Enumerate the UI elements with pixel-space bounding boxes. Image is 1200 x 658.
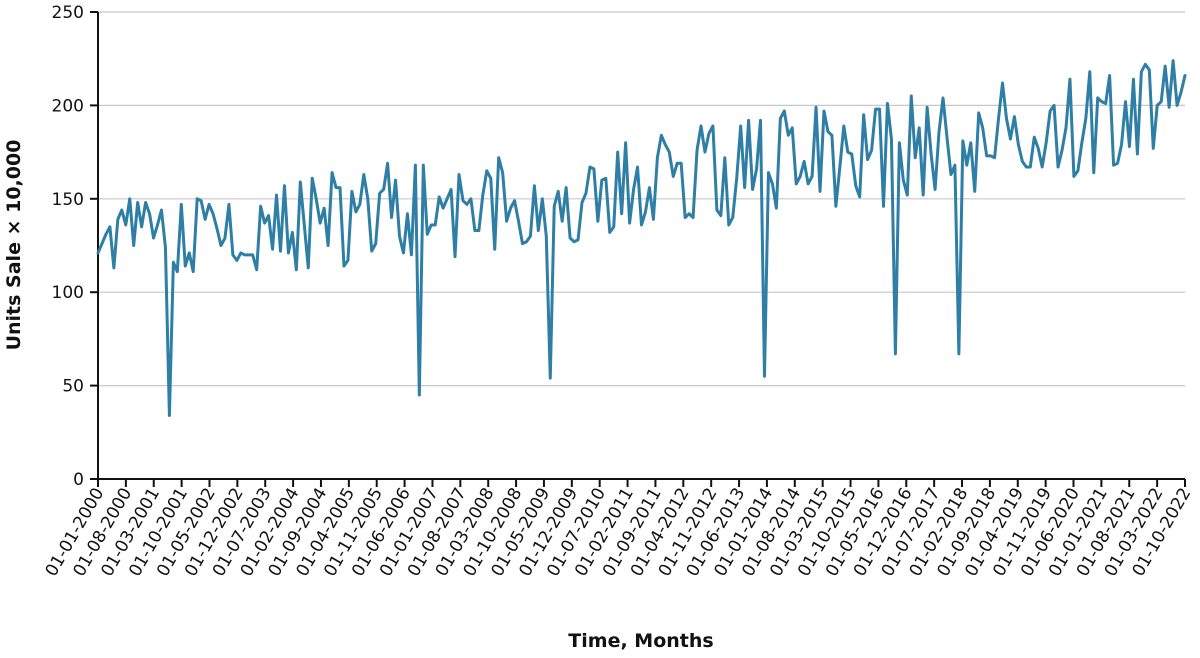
y-tick-label: 100 bbox=[52, 283, 84, 303]
y-tick-label: 200 bbox=[52, 96, 84, 116]
y-tick-label: 50 bbox=[62, 377, 84, 397]
x-axis-ticks: 01-01-200001-08-200001-03-200101-10-2001… bbox=[42, 479, 1195, 580]
series-line bbox=[96, 59, 1187, 417]
y-tick-label: 0 bbox=[73, 470, 84, 490]
y-tick-label: 150 bbox=[52, 190, 84, 210]
y-tick-label: 250 bbox=[52, 3, 84, 23]
y-axis-title: Units Sale × 10,000 bbox=[3, 140, 25, 351]
y-axis-ticks: 0 50 100 150 200 250 bbox=[52, 3, 98, 490]
gridlines bbox=[98, 11, 1185, 387]
x-axis-title: Time, Months bbox=[568, 630, 713, 652]
